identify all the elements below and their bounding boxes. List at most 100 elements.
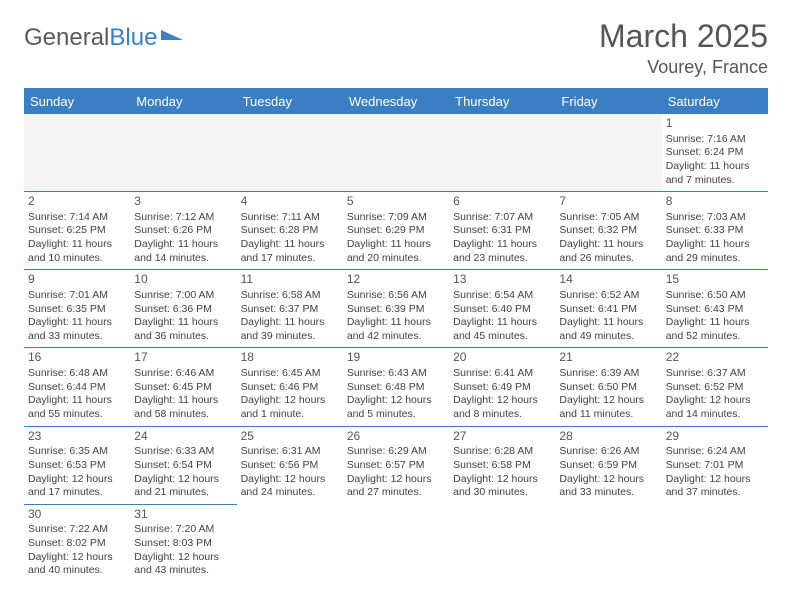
- page-title: March 2025: [599, 18, 768, 55]
- day-number: 23: [28, 429, 126, 445]
- day-number: 8: [666, 194, 764, 210]
- calendar-cell: 5Sunrise: 7:09 AMSunset: 6:29 PMDaylight…: [343, 192, 449, 270]
- day-number: 1: [666, 116, 764, 132]
- calendar-row: 23Sunrise: 6:35 AMSunset: 6:53 PMDayligh…: [24, 426, 768, 504]
- day-number: 9: [28, 272, 126, 288]
- weekday-header: Monday: [130, 89, 236, 114]
- day-info: Sunrise: 6:26 AMSunset: 6:59 PMDaylight:…: [559, 445, 657, 500]
- day-info: Sunrise: 7:00 AMSunset: 6:36 PMDaylight:…: [134, 289, 232, 344]
- calendar-row: 2Sunrise: 7:14 AMSunset: 6:25 PMDaylight…: [24, 192, 768, 270]
- calendar-cell: 19Sunrise: 6:43 AMSunset: 6:48 PMDayligh…: [343, 348, 449, 426]
- day-number: 4: [241, 194, 339, 210]
- day-number: 31: [134, 507, 232, 523]
- calendar-cell: 17Sunrise: 6:46 AMSunset: 6:45 PMDayligh…: [130, 348, 236, 426]
- day-info: Sunrise: 6:48 AMSunset: 6:44 PMDaylight:…: [28, 367, 126, 422]
- weekday-header-row: Sunday Monday Tuesday Wednesday Thursday…: [24, 89, 768, 114]
- calendar-cell: 3Sunrise: 7:12 AMSunset: 6:26 PMDaylight…: [130, 192, 236, 270]
- calendar-cell: 31Sunrise: 7:20 AMSunset: 8:03 PMDayligh…: [130, 504, 236, 582]
- day-info: Sunrise: 7:07 AMSunset: 6:31 PMDaylight:…: [453, 211, 551, 266]
- calendar-cell: 11Sunrise: 6:58 AMSunset: 6:37 PMDayligh…: [237, 270, 343, 348]
- calendar-row: 1Sunrise: 7:16 AMSunset: 6:24 PMDaylight…: [24, 114, 768, 192]
- calendar-cell: 1Sunrise: 7:16 AMSunset: 6:24 PMDaylight…: [662, 114, 768, 192]
- calendar-cell: 18Sunrise: 6:45 AMSunset: 6:46 PMDayligh…: [237, 348, 343, 426]
- day-info: Sunrise: 7:16 AMSunset: 6:24 PMDaylight:…: [666, 133, 764, 188]
- calendar-cell: 21Sunrise: 6:39 AMSunset: 6:50 PMDayligh…: [555, 348, 661, 426]
- calendar-row: 16Sunrise: 6:48 AMSunset: 6:44 PMDayligh…: [24, 348, 768, 426]
- day-info: Sunrise: 6:56 AMSunset: 6:39 PMDaylight:…: [347, 289, 445, 344]
- day-number: 17: [134, 350, 232, 366]
- day-number: 10: [134, 272, 232, 288]
- page-header: GeneralBlue March 2025 Vourey, France: [24, 18, 768, 78]
- day-number: 27: [453, 429, 551, 445]
- calendar-cell: 26Sunrise: 6:29 AMSunset: 6:57 PMDayligh…: [343, 426, 449, 504]
- calendar-cell: 16Sunrise: 6:48 AMSunset: 6:44 PMDayligh…: [24, 348, 130, 426]
- day-info: Sunrise: 6:43 AMSunset: 6:48 PMDaylight:…: [347, 367, 445, 422]
- day-info: Sunrise: 6:46 AMSunset: 6:45 PMDaylight:…: [134, 367, 232, 422]
- day-number: 7: [559, 194, 657, 210]
- calendar-cell: 14Sunrise: 6:52 AMSunset: 6:41 PMDayligh…: [555, 270, 661, 348]
- calendar-cell: [449, 114, 555, 192]
- day-info: Sunrise: 6:52 AMSunset: 6:41 PMDaylight:…: [559, 289, 657, 344]
- day-number: 2: [28, 194, 126, 210]
- calendar-cell: [449, 504, 555, 582]
- calendar-cell: [555, 114, 661, 192]
- calendar-cell: [343, 504, 449, 582]
- calendar-body: 1Sunrise: 7:16 AMSunset: 6:24 PMDaylight…: [24, 114, 768, 582]
- day-info: Sunrise: 6:41 AMSunset: 6:49 PMDaylight:…: [453, 367, 551, 422]
- calendar-cell: 2Sunrise: 7:14 AMSunset: 6:25 PMDaylight…: [24, 192, 130, 270]
- brand-part1: General: [24, 24, 109, 52]
- calendar-cell: 24Sunrise: 6:33 AMSunset: 6:54 PMDayligh…: [130, 426, 236, 504]
- day-info: Sunrise: 7:01 AMSunset: 6:35 PMDaylight:…: [28, 289, 126, 344]
- calendar-cell: [130, 114, 236, 192]
- calendar-cell: 25Sunrise: 6:31 AMSunset: 6:56 PMDayligh…: [237, 426, 343, 504]
- calendar-cell: 12Sunrise: 6:56 AMSunset: 6:39 PMDayligh…: [343, 270, 449, 348]
- day-number: 18: [241, 350, 339, 366]
- day-info: Sunrise: 6:50 AMSunset: 6:43 PMDaylight:…: [666, 289, 764, 344]
- flag-icon: [159, 28, 185, 48]
- calendar-cell: 22Sunrise: 6:37 AMSunset: 6:52 PMDayligh…: [662, 348, 768, 426]
- calendar-cell: [237, 114, 343, 192]
- day-number: 26: [347, 429, 445, 445]
- day-number: 24: [134, 429, 232, 445]
- calendar-cell: [343, 114, 449, 192]
- weekday-header: Tuesday: [237, 89, 343, 114]
- day-info: Sunrise: 6:29 AMSunset: 6:57 PMDaylight:…: [347, 445, 445, 500]
- calendar-cell: 4Sunrise: 7:11 AMSunset: 6:28 PMDaylight…: [237, 192, 343, 270]
- day-number: 15: [666, 272, 764, 288]
- day-info: Sunrise: 6:39 AMSunset: 6:50 PMDaylight:…: [559, 367, 657, 422]
- weekday-header: Saturday: [662, 89, 768, 114]
- calendar-table: Sunday Monday Tuesday Wednesday Thursday…: [24, 88, 768, 582]
- day-info: Sunrise: 7:03 AMSunset: 6:33 PMDaylight:…: [666, 211, 764, 266]
- day-number: 14: [559, 272, 657, 288]
- calendar-cell: 20Sunrise: 6:41 AMSunset: 6:49 PMDayligh…: [449, 348, 555, 426]
- calendar-row: 9Sunrise: 7:01 AMSunset: 6:35 PMDaylight…: [24, 270, 768, 348]
- day-info: Sunrise: 6:31 AMSunset: 6:56 PMDaylight:…: [241, 445, 339, 500]
- weekday-header: Sunday: [24, 89, 130, 114]
- calendar-cell: 29Sunrise: 6:24 AMSunset: 7:01 PMDayligh…: [662, 426, 768, 504]
- day-number: 20: [453, 350, 551, 366]
- page-location: Vourey, France: [599, 57, 768, 78]
- calendar-cell: 28Sunrise: 6:26 AMSunset: 6:59 PMDayligh…: [555, 426, 661, 504]
- day-info: Sunrise: 7:20 AMSunset: 8:03 PMDaylight:…: [134, 523, 232, 578]
- day-number: 13: [453, 272, 551, 288]
- brand-part2: Blue: [109, 24, 157, 52]
- brand-logo: GeneralBlue: [24, 18, 185, 52]
- day-number: 11: [241, 272, 339, 288]
- day-number: 22: [666, 350, 764, 366]
- day-info: Sunrise: 7:09 AMSunset: 6:29 PMDaylight:…: [347, 211, 445, 266]
- day-info: Sunrise: 6:37 AMSunset: 6:52 PMDaylight:…: [666, 367, 764, 422]
- day-number: 25: [241, 429, 339, 445]
- calendar-cell: [555, 504, 661, 582]
- calendar-cell: 7Sunrise: 7:05 AMSunset: 6:32 PMDaylight…: [555, 192, 661, 270]
- calendar-cell: 27Sunrise: 6:28 AMSunset: 6:58 PMDayligh…: [449, 426, 555, 504]
- day-info: Sunrise: 6:45 AMSunset: 6:46 PMDaylight:…: [241, 367, 339, 422]
- weekday-header: Thursday: [449, 89, 555, 114]
- calendar-cell: 10Sunrise: 7:00 AMSunset: 6:36 PMDayligh…: [130, 270, 236, 348]
- day-info: Sunrise: 6:24 AMSunset: 7:01 PMDaylight:…: [666, 445, 764, 500]
- day-number: 28: [559, 429, 657, 445]
- day-number: 6: [453, 194, 551, 210]
- title-block: March 2025 Vourey, France: [599, 18, 768, 78]
- calendar-row: 30Sunrise: 7:22 AMSunset: 8:02 PMDayligh…: [24, 504, 768, 582]
- day-info: Sunrise: 6:54 AMSunset: 6:40 PMDaylight:…: [453, 289, 551, 344]
- day-number: 12: [347, 272, 445, 288]
